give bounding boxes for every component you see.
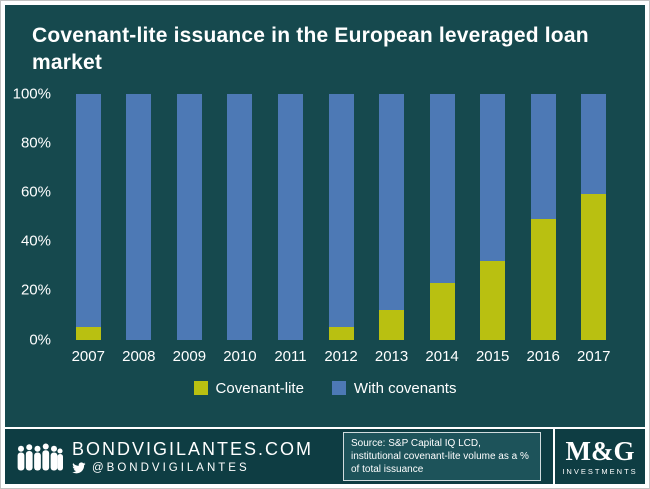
bar-segment-with-covenants [480, 93, 506, 261]
bar-segment-covenant-lite [328, 327, 354, 340]
plot-row: 0% 20% 40% 60% 80% 100% [5, 85, 645, 348]
bar-segment-with-covenants [126, 93, 152, 340]
bar-slot [265, 93, 316, 340]
x-tick-label: 2014 [425, 347, 459, 365]
bar-slot [417, 93, 468, 340]
x-tick-label: 2007 [71, 347, 105, 365]
bar-segment-covenant-lite [480, 260, 506, 340]
bar-segment-with-covenants [581, 93, 607, 195]
bar-segment-with-covenants [328, 93, 354, 328]
stacked-bar [277, 93, 303, 340]
bar-slot [164, 93, 215, 340]
footer-bar: BONDVIGILANTES.COM @BONDVIGILANTES Sourc… [5, 427, 645, 484]
plot-area [63, 93, 619, 340]
bar-segment-with-covenants [277, 93, 303, 340]
mg-logo-subtitle: INVESTMENTS [562, 466, 638, 476]
bar-segment-with-covenants [176, 93, 202, 340]
bar-slot [518, 93, 569, 340]
stacked-bar [379, 93, 405, 340]
bar-slot [63, 93, 114, 340]
legend-label: Covenant-lite [215, 379, 304, 397]
stacked-bar [480, 93, 506, 340]
legend: Covenant-lite With covenants [5, 380, 645, 397]
twitter-icon [72, 462, 86, 474]
bar-slot [568, 93, 619, 340]
x-tick-label: 2016 [526, 347, 560, 365]
crowd-icon [17, 443, 63, 470]
bar-slot [215, 93, 266, 340]
legend-swatch [331, 381, 346, 396]
legend-item: With covenants [331, 379, 457, 397]
bar-segment-with-covenants [429, 93, 455, 283]
x-tick-label: 2013 [374, 347, 409, 365]
stacked-bar [75, 93, 101, 340]
x-axis-spacer [5, 348, 63, 365]
bar-slot [467, 93, 518, 340]
site-name: BONDVIGILANTES.COM [72, 439, 314, 459]
stacked-bar [126, 93, 152, 340]
stacked-bar [429, 93, 455, 340]
stacked-bar [328, 93, 354, 340]
bar-segment-covenant-lite [429, 283, 455, 340]
mg-logo-name: M&G [565, 435, 635, 466]
x-tick-label: 2015 [475, 347, 510, 365]
chart-main: Covenant-lite issuance in the European l… [5, 5, 645, 427]
x-tick-label: 2017 [577, 347, 611, 365]
bar-segment-covenant-lite [530, 219, 556, 340]
y-tick-label: 20% [20, 281, 51, 299]
bar-slot [316, 93, 367, 340]
chart-title: Covenant-lite issuance in the European l… [32, 24, 589, 75]
y-axis: 0% 20% 40% 60% 80% 100% [5, 85, 63, 348]
stacked-bar [176, 93, 202, 340]
chart-panel: Covenant-lite issuance in the European l… [5, 5, 645, 484]
bar-segment-with-covenants [75, 93, 101, 328]
stacked-bar [581, 93, 607, 340]
bar-segment-with-covenants [227, 93, 253, 340]
x-axis-row: 2007 2008 2009 2010 2011 2012 2013 2014 2015 2016… [5, 348, 645, 365]
bar-segment-covenant-lite [75, 327, 101, 340]
x-tick-label: 2010 [223, 347, 257, 365]
legend-item: Covenant-lite [193, 379, 304, 397]
y-tick-label: 100% [12, 85, 51, 103]
x-axis: 2007 2008 2009 2010 2011 2012 2013 2014 2015 2016… [63, 348, 619, 365]
y-tick-label: 40% [20, 232, 51, 250]
bar-segment-covenant-lite [581, 194, 607, 340]
stacked-bar [227, 93, 253, 340]
footer-brand-left: BONDVIGILANTES.COM @BONDVIGILANTES [5, 439, 313, 474]
footer-text-block: BONDVIGILANTES.COM @BONDVIGILANTES [72, 439, 313, 474]
mg-logo: M&G INVESTMENTS [553, 429, 645, 484]
legend-swatch [193, 381, 208, 396]
y-tick-label: 60% [20, 183, 51, 201]
x-tick-label: 2008 [122, 347, 156, 365]
twitter-row: @BONDVIGILANTES [72, 462, 313, 474]
bar-segment-covenant-lite [379, 310, 405, 340]
bar-slot [114, 93, 165, 340]
x-tick-label: 2012 [324, 347, 358, 365]
y-tick-label: 0% [29, 331, 51, 349]
bar-segment-with-covenants [379, 93, 405, 311]
x-tick-label: 2011 [274, 347, 307, 365]
legend-label: With covenants [353, 379, 457, 397]
stacked-bar [530, 93, 556, 340]
x-tick-label: 2009 [172, 347, 207, 365]
bar-segment-with-covenants [530, 93, 556, 220]
y-tick-label: 80% [20, 134, 51, 152]
source-note: Source: S&P Capital IQ LCD, institutiona… [343, 432, 541, 481]
twitter-handle: @BONDVIGILANTES [92, 462, 250, 474]
bar-slot [366, 93, 417, 340]
